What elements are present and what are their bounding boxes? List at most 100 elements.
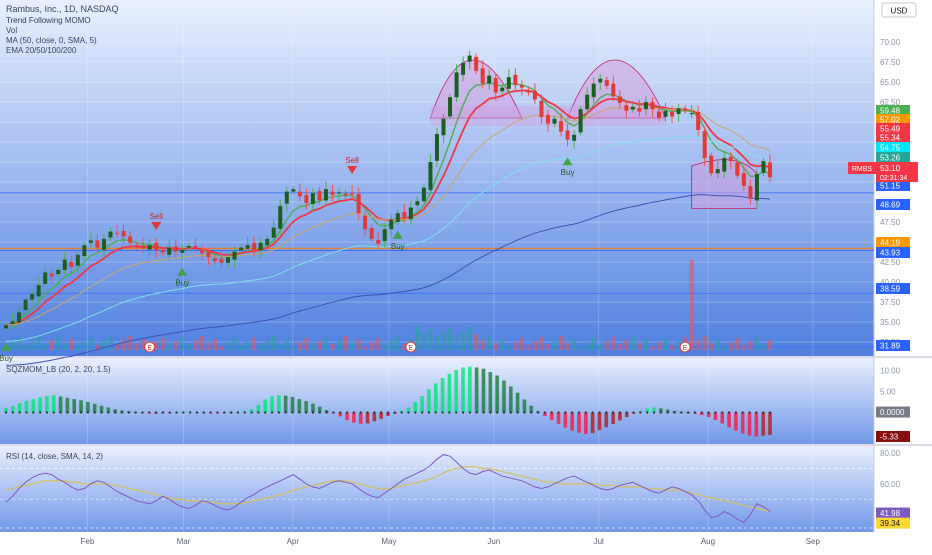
candle-body xyxy=(193,246,198,249)
y-tick-label: 42.50 xyxy=(880,258,901,267)
sqz-zero-dot xyxy=(741,411,744,414)
y-tick-label: 37.50 xyxy=(880,298,901,307)
sqz-zero-dot xyxy=(577,411,581,414)
volume-bar xyxy=(421,333,426,350)
candle-body xyxy=(434,134,439,161)
candle-body xyxy=(683,108,688,111)
sqz-zero-dot xyxy=(584,411,587,414)
sqz-histogram-bar xyxy=(311,403,315,413)
volume-bar xyxy=(121,340,126,350)
volume-bar xyxy=(297,342,302,350)
sqz-zero-dot xyxy=(107,411,110,414)
candle-body xyxy=(559,121,564,132)
sqz-zero-dot xyxy=(550,411,553,414)
sqz-zero-dot xyxy=(482,411,485,414)
candle-body xyxy=(526,90,531,93)
candle-body xyxy=(363,215,368,230)
sqz-histogram-bar xyxy=(304,401,308,413)
sqz-zero-dot xyxy=(530,411,533,414)
candle-body xyxy=(611,83,616,97)
candle-body xyxy=(585,94,590,110)
volume-bar xyxy=(428,329,433,350)
volume-bar xyxy=(663,338,668,350)
volume-bar xyxy=(376,338,381,350)
y-tick-label: 70.00 xyxy=(880,38,901,47)
candle-body xyxy=(128,236,133,243)
sqz-zero-dot xyxy=(318,411,321,414)
sqz-histogram-bar xyxy=(317,406,322,413)
sqz-value-label-bg xyxy=(876,430,910,442)
candle-body xyxy=(735,162,740,176)
volume-bar xyxy=(415,326,420,350)
candle-body xyxy=(572,134,577,141)
sqz-histogram-bar xyxy=(624,412,629,418)
sqz-zero-dot xyxy=(714,411,717,414)
sqz-zero-dot xyxy=(543,411,546,414)
sqz-histogram-bar xyxy=(345,412,349,421)
candle-body xyxy=(741,173,746,186)
x-tick-label: Sep xyxy=(806,537,821,546)
candle-body xyxy=(728,156,733,162)
volume-bar xyxy=(754,337,759,350)
sqz-histogram-bar xyxy=(290,396,295,413)
volume-bar xyxy=(17,338,22,350)
candle-body xyxy=(232,251,237,260)
candle-body xyxy=(186,246,191,248)
sqz-zero-dot xyxy=(680,411,683,414)
candle-body xyxy=(343,193,348,196)
sqz-zero-dot xyxy=(536,411,540,414)
sqz-histogram-bar xyxy=(761,412,765,436)
candle-body xyxy=(323,189,328,201)
volume-bar xyxy=(199,336,204,350)
volume-bar xyxy=(56,336,61,350)
volume-bar xyxy=(219,346,224,350)
sqz-histogram-bar xyxy=(365,412,370,424)
sqz-zero-dot xyxy=(11,411,14,414)
sqz-zero-dot xyxy=(393,411,396,414)
candle-body xyxy=(206,252,211,258)
sqz-histogram-bar xyxy=(495,375,499,413)
sqz-zero-dot xyxy=(386,411,390,414)
sqz-y-tick-label: 10.00 xyxy=(880,366,901,375)
price-label: 55.34 xyxy=(880,134,901,143)
volume-bar xyxy=(62,343,67,350)
sqz-histogram-bar xyxy=(577,412,581,433)
sqz-zero-dot xyxy=(86,411,89,414)
sqz-zero-dot xyxy=(598,411,601,414)
sqz-histogram-bar xyxy=(79,400,83,413)
x-tick-label: Aug xyxy=(701,537,715,546)
sqz-zero-dot xyxy=(762,411,765,414)
sqz-zero-dot xyxy=(502,411,506,414)
candle-body xyxy=(4,325,8,329)
price-label: 59.48 xyxy=(880,107,901,116)
sqz-zero-dot xyxy=(734,411,737,414)
sqz-zero-dot xyxy=(39,411,42,414)
price-label-bg xyxy=(876,105,910,116)
candle-body xyxy=(598,78,603,83)
sqz-histogram-bar xyxy=(38,397,42,413)
candle-body xyxy=(369,228,374,239)
volume-bar xyxy=(343,336,348,350)
volume-bar xyxy=(572,339,577,350)
price-label-bg xyxy=(876,114,910,125)
sqz-histogram-bar xyxy=(433,383,438,413)
volume-bar xyxy=(363,346,368,350)
sqz-zero-dot xyxy=(748,411,751,414)
price-label-bg xyxy=(876,340,910,351)
sqz-zero-dot xyxy=(32,411,35,414)
price-label: 51.15 xyxy=(880,182,901,191)
sqz-zero-dot xyxy=(400,411,403,414)
volume-bar xyxy=(513,342,518,350)
symbol-tag-label: RMBS xyxy=(852,166,873,173)
candle-body xyxy=(487,75,492,84)
candle-body xyxy=(167,247,172,255)
sqz-histogram-bar xyxy=(413,402,418,413)
currency-button[interactable]: USD xyxy=(881,2,917,18)
sell-signal-marker xyxy=(347,166,358,174)
sqz-histogram-bar xyxy=(502,380,506,413)
ema-50-line xyxy=(5,107,771,326)
candle-body xyxy=(689,113,694,115)
volume-bar xyxy=(180,337,185,350)
candle-body xyxy=(180,250,185,253)
